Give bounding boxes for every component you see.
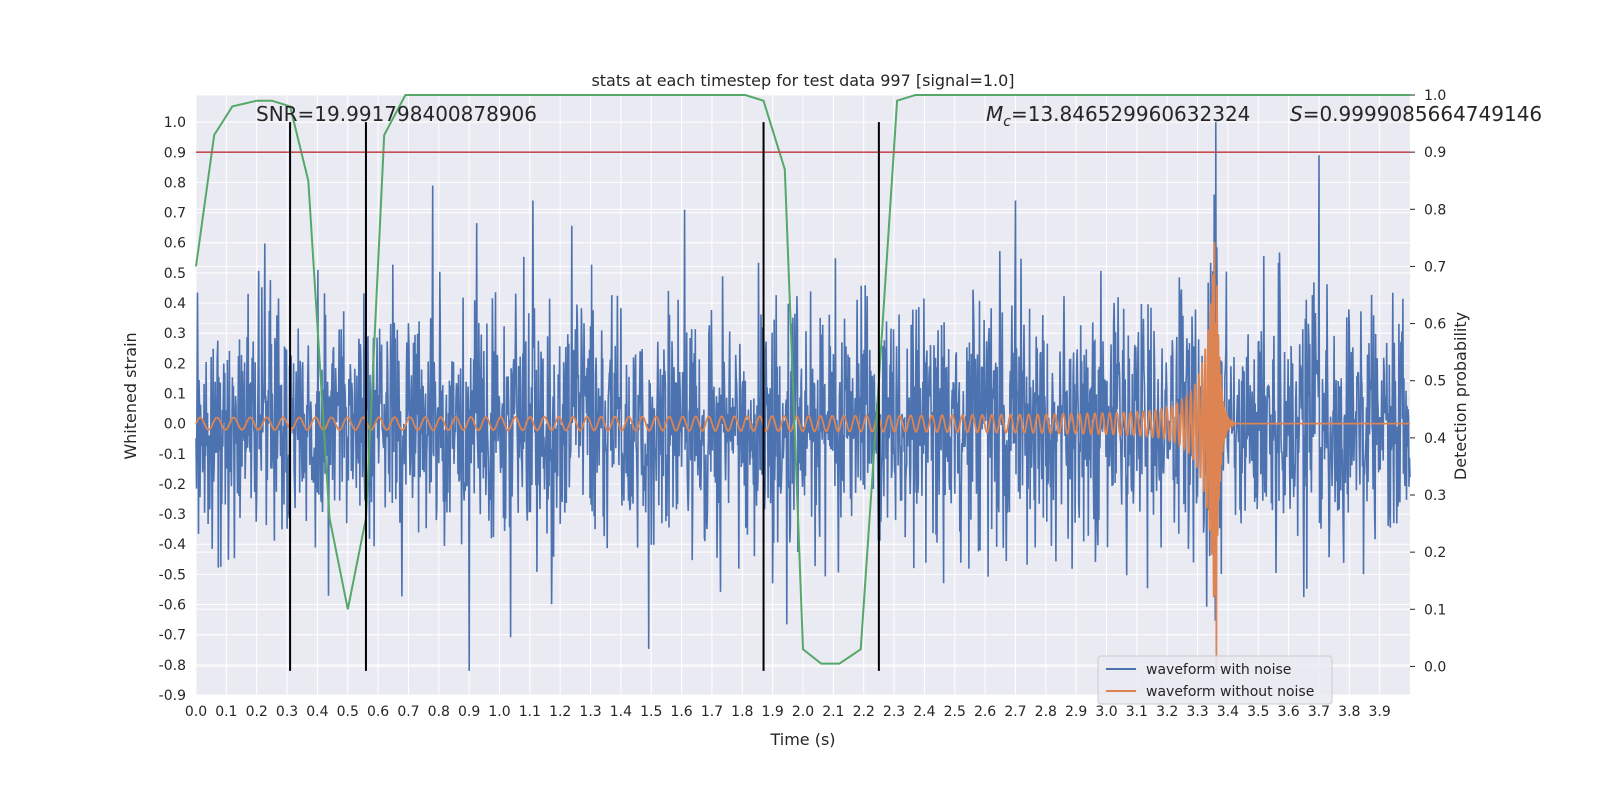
- x-tick-label: 2.0: [792, 704, 814, 720]
- x-tick-label: 0.2: [246, 704, 268, 720]
- y-tick-label: 0.7: [164, 206, 186, 222]
- y-tick-label: 0.8: [164, 175, 186, 191]
- x-tick-label: 2.1: [822, 704, 844, 720]
- y-tick-label: 0.0: [164, 417, 186, 433]
- y-right-tick-label: 0.2: [1424, 545, 1446, 561]
- x-tick-label: 0.6: [367, 704, 389, 720]
- series-detection-probability: [195, 94, 1410, 665]
- x-tick-label: 2.8: [1035, 704, 1057, 720]
- y-right-tick-label: 0.1: [1424, 602, 1446, 618]
- y-tick-label: 0.1: [164, 386, 186, 402]
- snr-annotation: SNR=19.991798400878906: [256, 102, 537, 126]
- y-tick-label: -0.7: [159, 628, 186, 644]
- legend-label-clean: waveform without noise: [1146, 684, 1314, 700]
- x-tick-label: 1.0: [488, 704, 510, 720]
- x-tick-label: 0.4: [306, 704, 328, 720]
- chirp-mass-annotation: Mc=13.846529960632324: [986, 102, 1250, 130]
- legend: waveform with noise waveform without noi…: [1097, 655, 1333, 705]
- x-tick-label: 3.6: [1277, 704, 1299, 720]
- x-tick-label: 0.8: [428, 704, 450, 720]
- y-tick-label: -0.2: [159, 477, 186, 493]
- y-tick-label: -0.6: [159, 598, 186, 614]
- chart-title: stats at each timestep for test data 997…: [591, 71, 1014, 90]
- grid: [195, 94, 1410, 696]
- x-tick-label: 2.7: [1004, 704, 1026, 720]
- x-tick-label: 1.5: [640, 704, 662, 720]
- y-tick-label: 0.3: [164, 326, 186, 342]
- x-tick-label: 2.9: [1065, 704, 1087, 720]
- x-tick-label: 3.5: [1247, 704, 1269, 720]
- x-tick-label: 1.3: [579, 704, 601, 720]
- y-tick-label: -0.8: [159, 658, 186, 674]
- y-tick-label: -0.3: [159, 507, 186, 523]
- x-tick-label: 2.3: [883, 704, 905, 720]
- x-tick-label: 1.7: [701, 704, 723, 720]
- y-tick-label: -0.4: [159, 537, 186, 553]
- x-tick-label: 0.3: [276, 704, 298, 720]
- y-axis-ticks: 1.0 0.9 0.8 0.7 0.6 0.5 0.4 0.3 0.2 0.1 0.0 -0.1 -0.…: [159, 115, 186, 704]
- x-axis-ticks: 0.0 0.1 0.2 0.3 0.4 0.5 0.6 0.7 0.8 0.9 1.0 1.1 1.2 1…: [185, 704, 1391, 720]
- y-axis-label: Whitened strain: [121, 332, 140, 459]
- chirp-mass-subscript: c: [1003, 114, 1011, 130]
- x-tick-label: 1.6: [670, 704, 692, 720]
- series-waveform-without-noise: [195, 241, 1410, 671]
- x-tick-label: 0.5: [337, 704, 359, 720]
- score-annotation: S=0.9999085664749146: [1290, 102, 1542, 126]
- y-tick-label: 0.5: [164, 266, 186, 282]
- chirp-mass-value: =13.846529960632324: [1011, 102, 1250, 126]
- legend-label-noise: waveform with noise: [1146, 662, 1291, 678]
- x-tick-label: 1.1: [519, 704, 541, 720]
- y-tick-label: 0.9: [164, 145, 186, 161]
- x-tick-label: 0.1: [215, 704, 237, 720]
- vertical-markers: [289, 122, 880, 671]
- x-tick-label: 2.6: [974, 704, 996, 720]
- x-tick-label: 2.4: [913, 704, 935, 720]
- probability-line: [195, 94, 1410, 665]
- x-tick-label: 1.2: [549, 704, 571, 720]
- y-right-tick-label: 1.0: [1424, 88, 1446, 104]
- score-value: =0.9999085664749146: [1303, 102, 1542, 126]
- chirp-mass-symbol: M: [986, 102, 1003, 126]
- y-tick-label: 0.4: [164, 296, 186, 312]
- x-tick-label: 0.9: [458, 704, 480, 720]
- x-tick-label: 3.7: [1308, 704, 1330, 720]
- y-right-tick-label: 0.6: [1424, 317, 1446, 333]
- score-symbol: S: [1290, 102, 1303, 126]
- x-tick-label: 3.9: [1369, 704, 1391, 720]
- y-tick-label: -0.1: [159, 447, 186, 463]
- y-right-tick-label: 0.7: [1424, 259, 1446, 275]
- y-axis-right-label: Detection probability: [1451, 312, 1470, 480]
- x-axis-label: Time (s): [769, 730, 835, 749]
- legend-box: [1097, 655, 1333, 705]
- y-tick-label: -0.9: [159, 688, 186, 704]
- noise-line: [195, 122, 1411, 671]
- y-right-tick-label: 0.9: [1424, 145, 1446, 161]
- x-tick-label: 3.0: [1095, 704, 1117, 720]
- y-right-tick-label: 0.5: [1424, 374, 1446, 390]
- x-tick-label: 1.8: [731, 704, 753, 720]
- x-tick-label: 0.7: [397, 704, 419, 720]
- x-tick-label: 3.1: [1126, 704, 1148, 720]
- x-tick-label: 2.2: [853, 704, 875, 720]
- y-right-tick-label: 0.4: [1424, 431, 1446, 447]
- y-tick-label: 0.2: [164, 356, 186, 372]
- y-right-tick-label: 0.3: [1424, 488, 1446, 504]
- y-right-tick-label: 0.0: [1424, 659, 1446, 675]
- y-tick-label: 1.0: [164, 115, 186, 131]
- x-tick-label: 3.3: [1186, 704, 1208, 720]
- y-axis-right-ticks: 1.0 0.9 0.8 0.7 0.6 0.5 0.4 0.3 0.2 0.1 0.0: [1410, 88, 1446, 675]
- y-tick-label: -0.5: [159, 567, 186, 583]
- x-tick-label: 3.2: [1156, 704, 1178, 720]
- y-right-tick-label: 0.8: [1424, 202, 1446, 218]
- x-tick-label: 3.4: [1217, 704, 1239, 720]
- x-tick-label: 0.0: [185, 704, 207, 720]
- clean-line: [195, 241, 1410, 671]
- y-tick-label: 0.6: [164, 236, 186, 252]
- x-tick-label: 2.5: [944, 704, 966, 720]
- x-tick-label: 1.9: [762, 704, 784, 720]
- series-waveform-with-noise: [195, 122, 1411, 671]
- x-tick-label: 3.8: [1338, 704, 1360, 720]
- x-tick-label: 1.4: [610, 704, 632, 720]
